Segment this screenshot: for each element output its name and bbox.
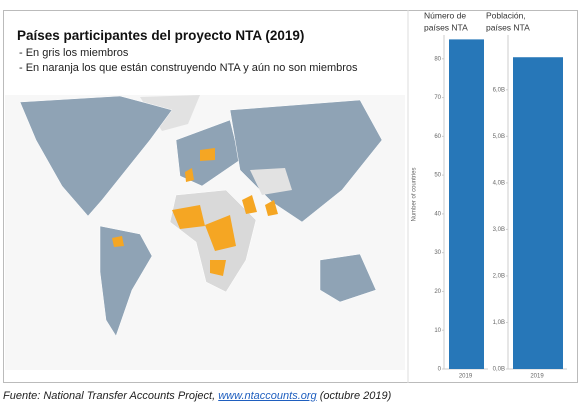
note: - En gris los miembros [19,47,129,59]
note: - En naranja los que están construyendo … [19,62,358,74]
figure-panel [3,10,578,383]
country [205,215,236,251]
y-tick-label: 40 [434,211,441,217]
source-text: Fuente: National Transfer Accounts Proje… [3,390,219,402]
y-tick-label: 60 [434,134,441,140]
y-tick-label: 0,0B [493,367,505,373]
country [19,95,173,217]
country [210,260,226,276]
country [185,168,194,182]
y-tick-label: 3,0B [493,227,505,233]
y-tick-label: 20 [434,289,441,295]
country [250,168,292,195]
country [172,205,205,229]
country [319,253,377,303]
chart-title: países NTA [424,22,468,32]
bar [513,57,563,370]
source-text: (octubre 2019) [316,390,392,402]
y-tick-label: 70 [434,95,441,101]
source: Fuente: National Transfer Accounts Proje… [3,390,391,402]
country [99,225,153,337]
chart-title: Población, [486,10,526,20]
y-axis-label: Number of countries [412,167,418,221]
y-tick-label: 0 [438,367,442,373]
y-tick-label: 80 [434,56,441,62]
y-tick-label: 5,0B [493,134,505,140]
country [112,236,124,247]
chart-title: países NTA [486,22,530,32]
y-tick-label: 30 [434,250,441,256]
source-link[interactable]: www.ntaccounts.org [218,390,317,402]
x-tick-label: 2019 [459,374,473,380]
y-tick-label: 50 [434,173,441,179]
world-map [5,95,405,370]
y-tick-label: 1,0B [493,320,505,326]
map-title: Países participantes del proyecto NTA (2… [17,28,305,43]
y-tick-label: 4,0B [493,180,505,186]
map-notes: - En gris los miembros - En naranja los … [19,46,358,76]
country [242,195,257,214]
country [265,200,278,216]
y-tick-label: 6,0B [493,87,505,93]
y-tick-label: 10 [434,328,441,334]
chart-title: Número de [424,10,466,20]
bar [449,39,484,370]
country [200,148,215,161]
y-tick-label: 2,0B [493,274,505,280]
x-tick-label: 2019 [530,374,544,380]
